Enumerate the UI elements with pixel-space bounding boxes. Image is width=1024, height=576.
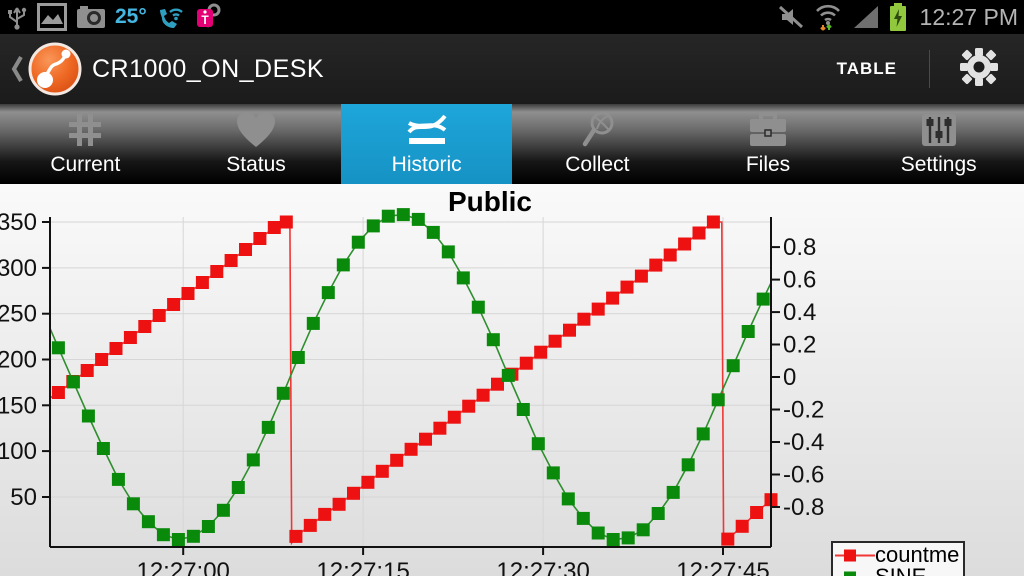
gridlines [50, 217, 771, 547]
phone-wifi-icon [159, 8, 183, 28]
svg-text:-0.4: -0.4 [783, 429, 824, 456]
svg-text:250: 250 [0, 301, 37, 328]
loggerlink-app-icon [28, 42, 82, 96]
back-button[interactable] [10, 49, 26, 89]
clock-text: 12:27 PM [919, 3, 1018, 30]
chart-panel: Public 50 100 150 200 250 300 350 -0.8 -0.6 -0.4-… [0, 184, 1024, 576]
svg-text:12:27:00: 12:27:00 [136, 558, 229, 576]
svg-text:200: 200 [0, 347, 37, 374]
tab-bar: Current Status Historic [0, 104, 1024, 184]
svg-text:12:27:30: 12:27:30 [496, 558, 589, 576]
briefcase-icon [746, 107, 790, 153]
x-axis-labels: 12:27:00 12:27:15 12:27:30 12:27:45 [136, 558, 769, 576]
tab-label: Historic [391, 153, 462, 176]
usb-icon [8, 7, 27, 30]
series-line-countme [49, 221, 772, 546]
tab-files[interactable]: Files [683, 104, 854, 184]
app-bar: CR1000_ON_DESK TABLE [0, 34, 1024, 104]
tab-status[interactable]: Status [171, 104, 342, 184]
svg-text:0.8: 0.8 [783, 234, 816, 261]
series-line-SINE [49, 213, 772, 541]
battery-charging-icon [889, 3, 906, 31]
tab-label: Current [50, 153, 121, 176]
svg-text:-0.2: -0.2 [783, 397, 824, 424]
gallery-icon [37, 3, 67, 31]
svg-text:0: 0 [783, 364, 796, 391]
temperature-text: 25° [115, 5, 147, 28]
heart-icon [234, 107, 278, 153]
tab-current[interactable]: Current [0, 104, 171, 184]
tab-settings[interactable]: Settings [853, 104, 1024, 184]
svg-text:100: 100 [0, 438, 37, 465]
tab-label: Collect [565, 153, 630, 176]
axes [42, 217, 780, 555]
y-left-labels: 50 100 150 200 250 300 350 [0, 209, 37, 511]
svg-text:0.6: 0.6 [783, 267, 816, 294]
svg-text:350: 350 [0, 209, 37, 236]
svg-text:12:27:15: 12:27:15 [316, 558, 409, 576]
tmobile-key-icon: T [196, 3, 221, 28]
svg-text:300: 300 [0, 255, 37, 282]
settings-gear-button[interactable] [944, 38, 1014, 101]
camera-icon [77, 6, 105, 28]
collect-net-icon [575, 107, 619, 153]
signal-icon [853, 6, 878, 28]
tab-label: Status [226, 153, 286, 176]
tab-historic[interactable]: Historic [341, 104, 513, 184]
table-action-button[interactable]: TABLE [836, 59, 897, 78]
status-right-icons: 12:27 PM [778, 3, 1018, 31]
actionbar-divider [929, 50, 930, 88]
series-markers-SINE [51, 208, 770, 546]
tab-collect[interactable]: Collect [512, 104, 683, 184]
gear-icon [960, 47, 998, 86]
chart-plot[interactable]: 50 100 150 200 250 300 350 -0.8 -0.6 -0.4 -0.2 0 0.2… [0, 184, 1024, 576]
status-bar: 25° T [0, 0, 1024, 34]
svg-text:-0.6: -0.6 [783, 462, 824, 489]
legend-item-countme: countme [835, 544, 959, 566]
svg-text:T: T [201, 13, 209, 27]
sine-swatch [844, 571, 856, 576]
hash-icon [65, 107, 105, 153]
chart-title: Public [447, 186, 532, 217]
countme-swatch [835, 549, 875, 561]
sliders-icon [919, 107, 959, 153]
status-left-icons: 25° T [6, 3, 223, 31]
historic-chart-icon [403, 107, 451, 153]
svg-text:150: 150 [0, 392, 37, 419]
tab-label: Files [745, 153, 791, 176]
wifi-arrows-icon [815, 4, 840, 31]
svg-text:50: 50 [10, 484, 37, 511]
legend-label: SINE [875, 566, 926, 576]
svg-text:0.2: 0.2 [783, 332, 816, 359]
svg-text:-0.8: -0.8 [783, 494, 824, 521]
chart-legend: countme SINE [831, 541, 966, 576]
tab-label: Settings [900, 153, 977, 176]
svg-text:12:27:45: 12:27:45 [676, 558, 769, 576]
y-right-labels: -0.8 -0.6 -0.4 -0.2 0 0.2 0.4 0.6 0.8 [783, 234, 824, 521]
legend-label: countme [875, 542, 960, 567]
svg-text:0.4: 0.4 [783, 299, 816, 326]
mute-icon [778, 5, 803, 29]
page-title: CR1000_ON_DESK [92, 54, 325, 83]
legend-item-sine: SINE [835, 566, 959, 576]
